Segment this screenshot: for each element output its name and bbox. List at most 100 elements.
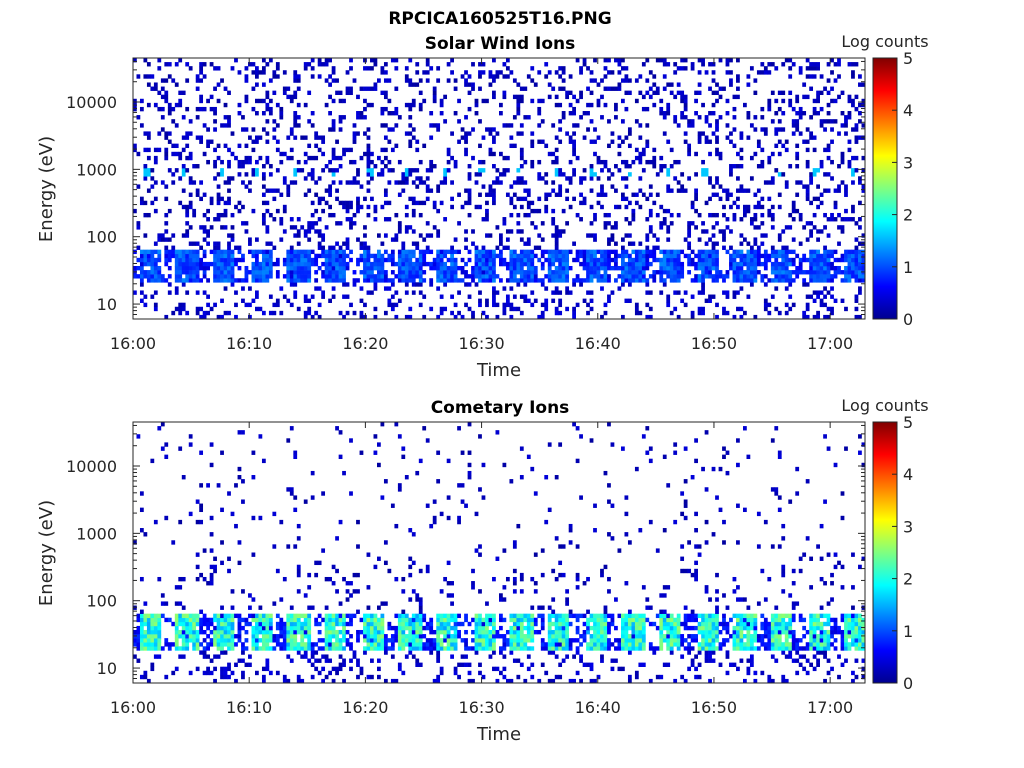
heatmap-cell [673,257,678,263]
heatmap-cell [136,184,141,189]
heatmap-cell [296,123,301,128]
heatmap-cell [481,462,486,468]
heatmap-cell [453,274,458,279]
heatmap-cell [610,237,615,242]
heatmap-cell [861,274,866,279]
heatmap-cell [634,310,639,316]
heatmap-cell [499,233,503,238]
heatmap-cell [282,70,287,75]
heatmap-cell [725,274,730,279]
heatmap-cell [729,253,733,259]
heatmap-cell [146,621,151,627]
heatmap-cell [338,200,343,206]
heatmap-cell [460,638,465,643]
heatmap-cell [342,576,346,582]
heatmap-cell [760,127,765,132]
heatmap-cell [338,270,343,275]
heatmap-cell [446,458,451,464]
heatmap-cell [809,278,814,283]
heatmap-cell [662,261,667,267]
heatmap-cell [617,204,622,210]
heatmap-cell [293,625,298,631]
heatmap-cell [446,646,451,651]
heatmap-cell [349,221,353,226]
heatmap-cell [209,564,214,570]
heatmap-cell [854,257,859,263]
heatmap-cell [366,261,371,267]
heatmap-cell [621,270,625,275]
heatmap-cell [666,237,671,242]
heatmap-cell [795,98,800,104]
heatmap-cell [648,249,653,255]
heatmap-cell [457,119,461,124]
heatmap-cell [272,127,277,132]
heatmap-cell [736,94,740,100]
heatmap-cell [352,176,357,181]
heatmap-cell [471,86,475,91]
heatmap-cell [321,168,326,173]
heatmap-cell [185,265,190,271]
heatmap-cell [471,274,475,279]
heatmap-cell [694,172,698,177]
heatmap-cell [673,265,678,271]
heatmap-cell [844,184,848,189]
heatmap-cell [321,290,326,295]
heatmap-cell [781,274,786,279]
heatmap-cell [300,654,305,659]
heatmap-cell [687,123,692,128]
heatmap-cell [819,265,824,271]
heatmap-cell [349,249,353,255]
heatmap-cell [380,106,385,112]
heatmap-cell [133,629,137,635]
heatmap-cell [627,298,632,303]
heatmap-cell [474,650,479,655]
heatmap-cell [199,66,204,71]
heatmap-cell [634,270,639,275]
heatmap-cell [659,111,664,116]
heatmap-cell [157,278,162,283]
heatmap-cell [634,98,639,104]
heatmap-cell [502,155,507,161]
heatmap-cell [554,274,559,279]
heatmap-cell [791,123,796,128]
heatmap-cell [383,270,388,275]
heatmap-cell [401,241,406,246]
heatmap-cell [467,212,472,218]
heatmap-cell [568,139,573,144]
heatmap-cell [153,302,158,308]
heatmap-cell [558,188,563,193]
heatmap-cell [739,286,744,291]
heatmap-cell [641,151,646,157]
heatmap-cell [223,86,228,91]
heatmap-cell [261,629,266,635]
heatmap-cell [146,188,151,193]
heatmap-cell [293,261,298,267]
heatmap-cell [188,180,193,185]
heatmap-cell [784,184,789,189]
heatmap-cell [289,147,294,153]
heatmap-cell [366,265,371,271]
heatmap-cell [185,617,190,623]
heatmap-cell [425,233,430,238]
heatmap-cell [188,204,193,210]
heatmap-cell [213,245,217,250]
heatmap-cell [300,249,305,255]
heatmap-cell [258,621,263,627]
heatmap-cell [387,286,392,291]
heatmap-cell [328,638,332,643]
heatmap-cell [593,58,597,63]
heatmap-cell [174,265,179,271]
heatmap-cell [610,257,615,263]
heatmap-cell [446,515,451,521]
heatmap-cell [478,642,482,647]
heatmap-cell [687,119,692,124]
heatmap-cell [394,274,399,279]
heatmap-cell [404,102,409,108]
heatmap-cell [272,217,277,222]
heatmap-cell [547,261,552,267]
heatmap-cell [499,278,503,283]
heatmap-cell [774,143,779,149]
heatmap-cell [749,245,754,250]
heatmap-cell [551,180,556,185]
heatmap-cell [258,646,263,651]
